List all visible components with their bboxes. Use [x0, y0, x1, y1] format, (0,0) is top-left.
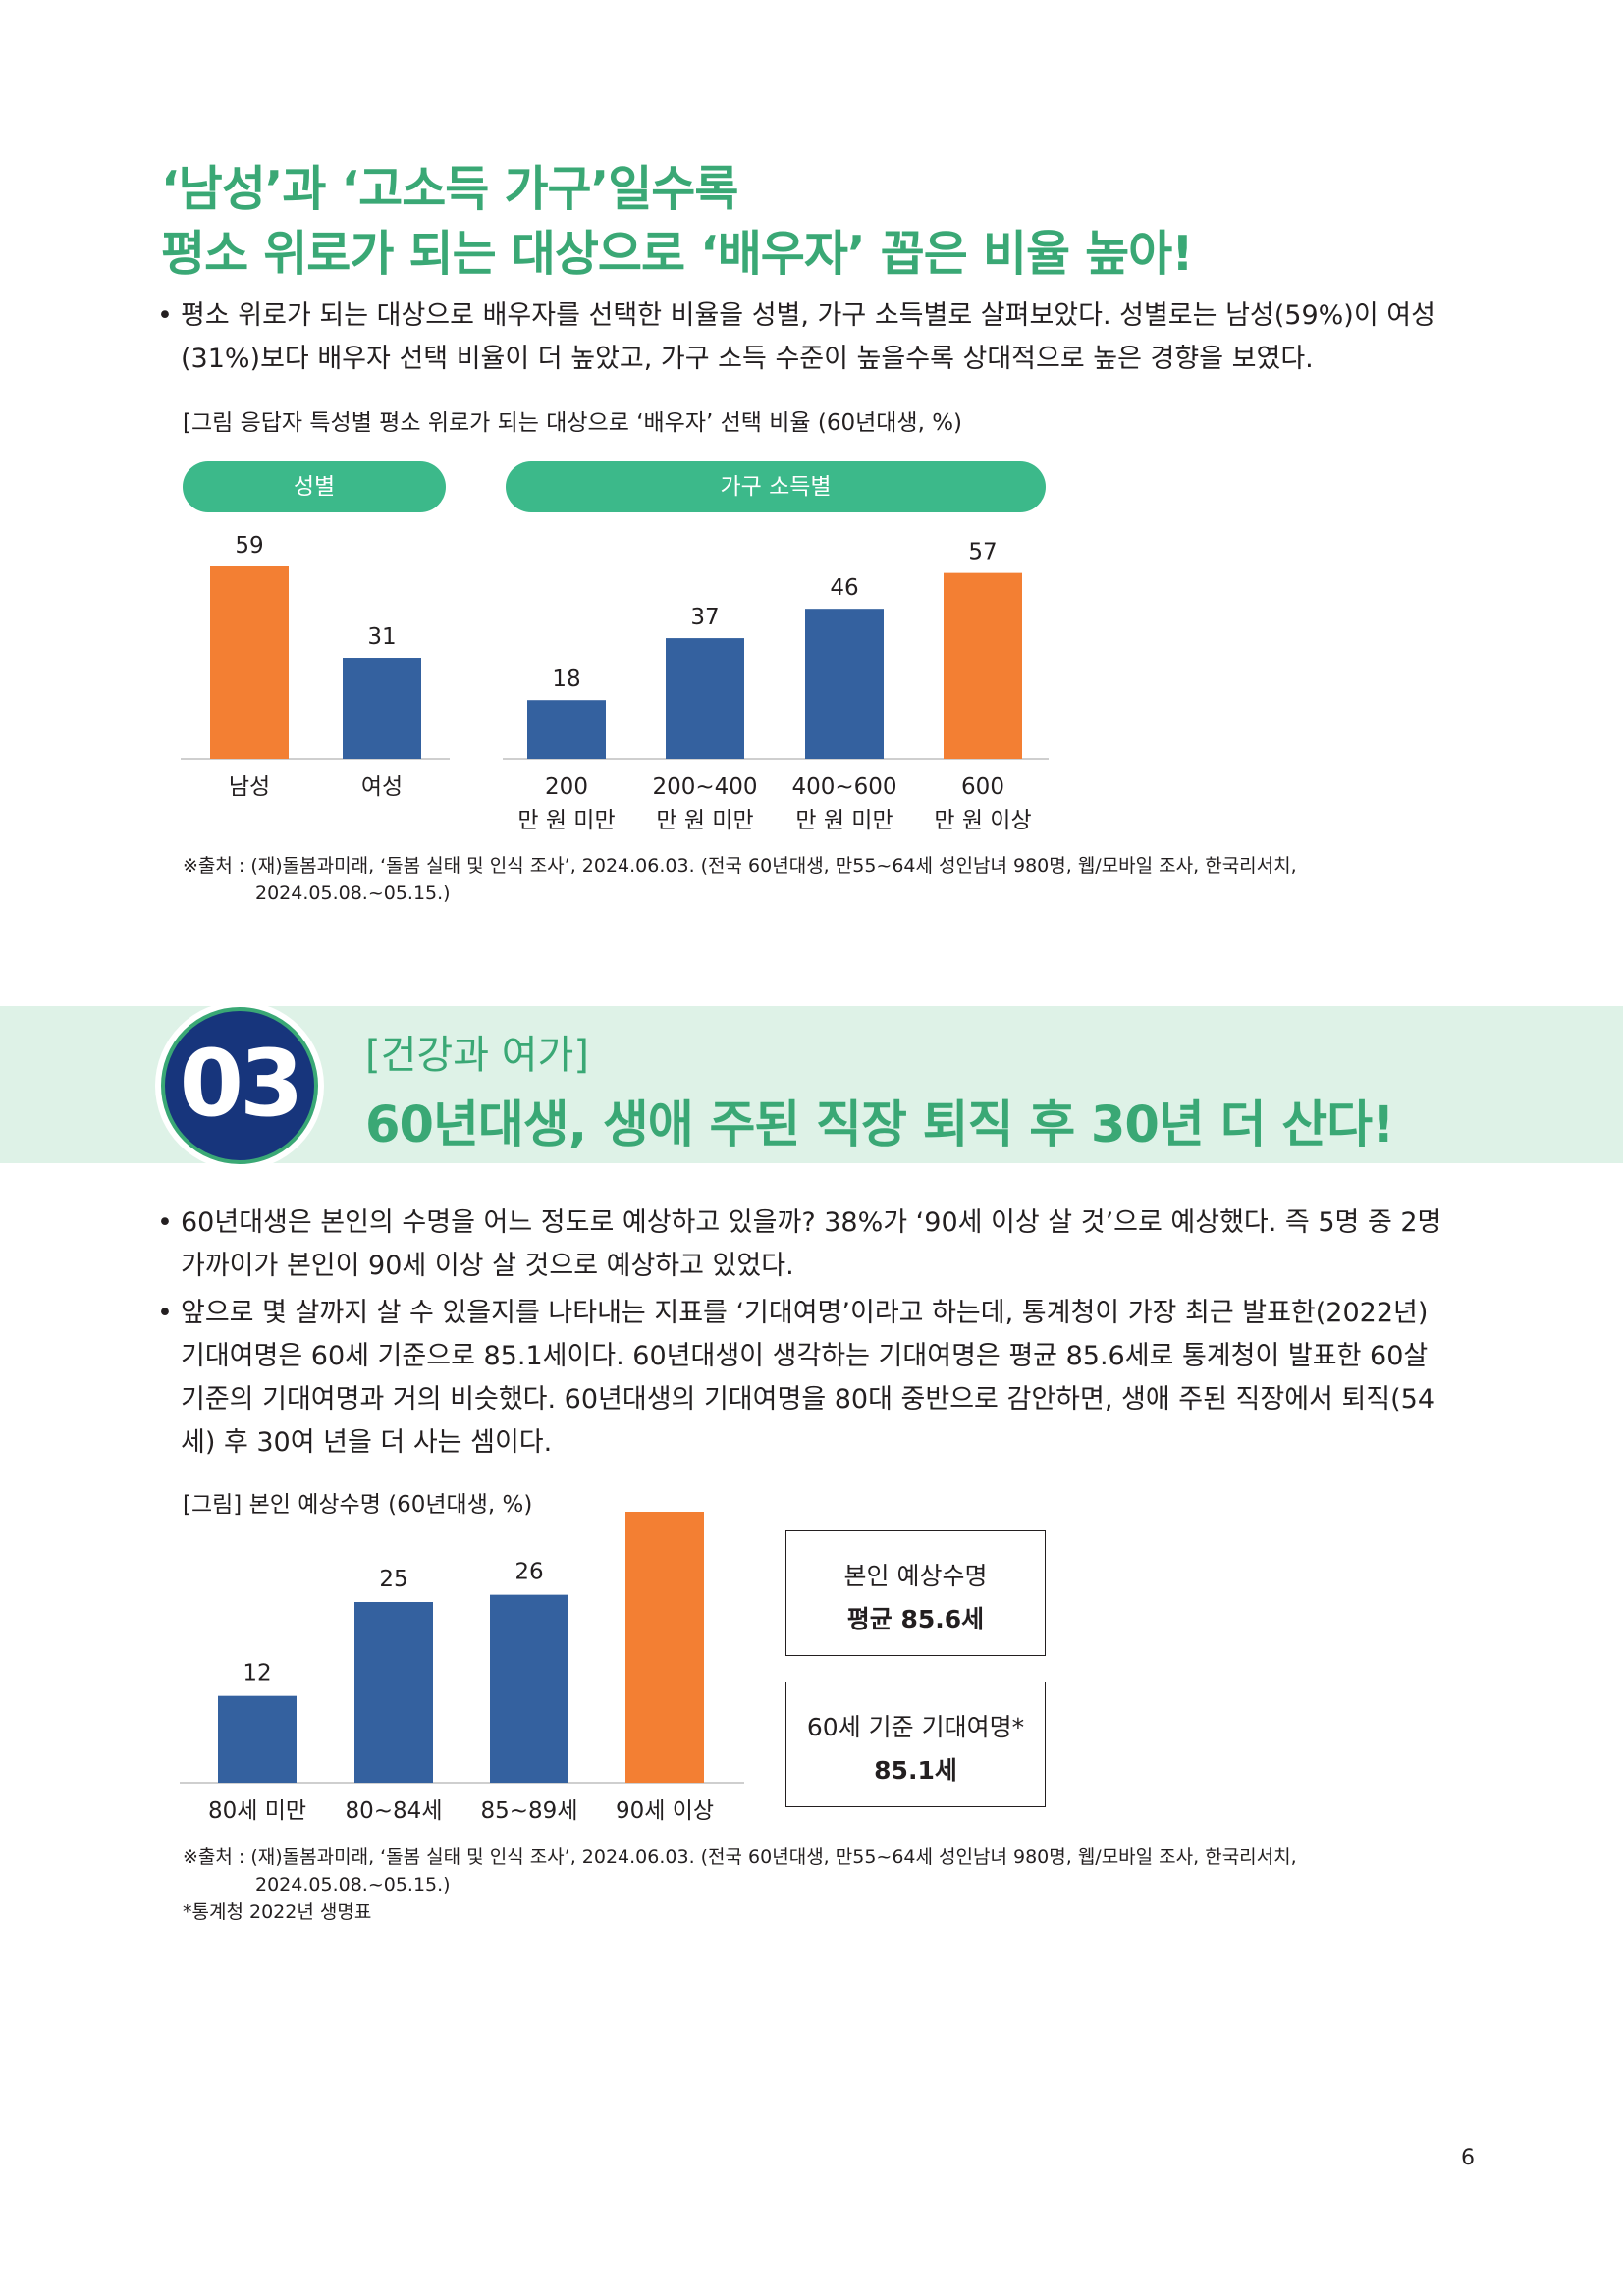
chart-data-label: 37 — [690, 605, 719, 630]
section1-headline: ‘남성’과 ‘고소득 가구’일수록 평소 위로가 되는 대상으로 ‘배우자’ 꼽… — [161, 157, 1536, 287]
bullet-line: 앞으로 몇 살까지 살 수 있을지를 나타내는 지표를 ‘기대여명’이라고 하는… — [181, 1298, 1429, 1328]
bullet-item: 앞으로 몇 살까지 살 수 있을지를 나타내는 지표를 ‘기대여명’이라고 하는… — [157, 1292, 1483, 1465]
chart-spouse-by-group: 59 남성 31 여성 18 200 만 원 미만 37 200~400 만 원 미만 46 400~… — [181, 533, 1049, 833]
chart-bar — [354, 1602, 433, 1783]
chart-category-label: 200 — [545, 774, 588, 800]
bullet-line: 평소 위로가 되는 대상으로 배우자를 선택한 비율을 성별, 가구 소득별로 … — [181, 300, 1435, 331]
bullet-item: 평소 위로가 되는 대상으로 배우자를 선택한 비율을 성별, 가구 소득별로 … — [157, 294, 1483, 381]
chart-data-label: 26 — [514, 1560, 543, 1585]
info-box-label: 본인 예상수명 — [843, 1562, 988, 1590]
chart-category-label: 400~600 — [791, 774, 896, 800]
chart-data-label: 46 — [830, 575, 858, 601]
chart-bar — [944, 572, 1022, 759]
chart-bar — [805, 609, 884, 759]
chart-bar — [527, 700, 606, 759]
chart-category-label: 200~400 — [652, 774, 757, 800]
bullet-line: 세) 후 30여 년을 더 사는 셈이다. — [181, 1427, 553, 1458]
chart-category-label: 90세 이상 — [616, 1798, 714, 1824]
chart-category-label: 80세 미만 — [208, 1798, 306, 1824]
chart-category-label: 만 원 미만 — [795, 808, 893, 833]
figure-caption: [그림] 본인 예상수명 (60년대생, %) — [183, 1492, 533, 1518]
chart-category-label: 여성 — [361, 774, 403, 800]
info-box-value: 평균 85.6세 — [846, 1605, 985, 1633]
info-box-value: 85.1세 — [874, 1756, 957, 1785]
chart-data-label: 25 — [379, 1567, 407, 1592]
section-title: 60년대생, 생애 주된 직장 퇴직 후 30년 더 산다! — [365, 1096, 1394, 1154]
source-note: ※출처 : (재)돌봄과미래, ‘돌봄 실태 및 인식 조사’, 2024.06… — [183, 852, 1557, 907]
info-box-life-expectancy: 60세 기준 기대여명* 85.1세 — [785, 1682, 1046, 1807]
bullet-line: 기준의 기대여명과 거의 비슷했다. 60년대생의 기대여명을 80대 중반으로… — [181, 1384, 1435, 1415]
info-box-label: 60세 기준 기대여명* — [806, 1713, 1025, 1741]
section1-bullets: 평소 위로가 되는 대상으로 배우자를 선택한 비율을 성별, 가구 소득별로 … — [157, 294, 1483, 381]
info-box-expected-lifespan: 본인 예상수명 평균 85.6세 — [785, 1530, 1046, 1656]
source-line: ※출처 : (재)돌봄과미래, ‘돌봄 실태 및 인식 조사’, 2024.06… — [183, 855, 1297, 877]
group-pill-gender: 성별 — [183, 461, 446, 512]
chart-bar — [666, 638, 744, 759]
chart-bar — [625, 1512, 704, 1783]
footnote: *통계청 2022년 생명표 — [183, 1901, 372, 1923]
source-line: 2024.05.08.~05.15.) — [255, 882, 451, 904]
chart-category-label: 600 — [961, 774, 1004, 800]
section3-bullets: 60년대생은 본인의 수명을 어느 정도로 예상하고 있을까? 38%가 ‘90… — [157, 1201, 1483, 1465]
chart-bar — [490, 1594, 568, 1783]
headline-line-1: ‘남성’과 ‘고소득 가구’일수록 — [161, 161, 738, 217]
chart-bar — [210, 566, 289, 759]
chart-category-label: 만 원 미만 — [656, 808, 753, 833]
section-number-badge: 03 — [155, 1001, 324, 1170]
source-line: 2024.05.08.~05.15.) — [255, 1874, 451, 1896]
chart-data-label: 59 — [235, 533, 263, 559]
headline-line-2: 평소 위로가 되는 대상으로 ‘배우자’ 꼽은 비율 높아! — [161, 226, 1194, 282]
chart-bar — [218, 1695, 297, 1783]
chart-category-label: 만 원 미만 — [517, 808, 615, 833]
bullet-line: (31%)보다 배우자 선택 비율이 더 높았고, 가구 소득 수준이 높을수록… — [181, 344, 1314, 374]
chart-data-label: 18 — [552, 667, 580, 692]
bullet-line: 기대여명은 60세 기준으로 85.1세이다. 60년대생이 생각하는 기대여명… — [181, 1341, 1429, 1371]
bullet-line: 60년대생은 본인의 수명을 어느 정도로 예상하고 있을까? 38%가 ‘90… — [181, 1207, 1442, 1238]
chart-data-label: 57 — [968, 540, 997, 565]
bullet-item: 60년대생은 본인의 수명을 어느 정도로 예상하고 있을까? 38%가 ‘90… — [157, 1201, 1483, 1288]
chart-category-label: 80~84세 — [346, 1798, 443, 1824]
figure-caption: [그림 응답자 특성별 평소 위로가 되는 대상으로 ‘배우자’ 선택 비율 (… — [183, 410, 963, 436]
page-number: 6 — [1461, 2146, 1475, 2170]
chart-category-label: 85~89세 — [481, 1798, 578, 1824]
chart-bar — [343, 658, 421, 759]
section-number: 03 — [161, 1007, 318, 1164]
chart-data-label: 31 — [367, 624, 396, 650]
chart-category-label: 남성 — [229, 774, 270, 800]
group-pill-income: 가구 소득별 — [506, 461, 1046, 512]
section-tag: [건강과 여가] — [365, 1033, 589, 1078]
chart-data-label: 12 — [243, 1661, 271, 1686]
source-note: ※출처 : (재)돌봄과미래, ‘돌봄 실태 및 인식 조사’, 2024.06… — [183, 1843, 1557, 1926]
source-line: ※출처 : (재)돌봄과미래, ‘돌봄 실태 및 인식 조사’, 2024.06… — [183, 1846, 1297, 1868]
chart-category-label: 만 원 이상 — [934, 808, 1031, 833]
bullet-line: 가까이가 본인이 90세 이상 살 것으로 예상하고 있었다. — [181, 1251, 794, 1281]
